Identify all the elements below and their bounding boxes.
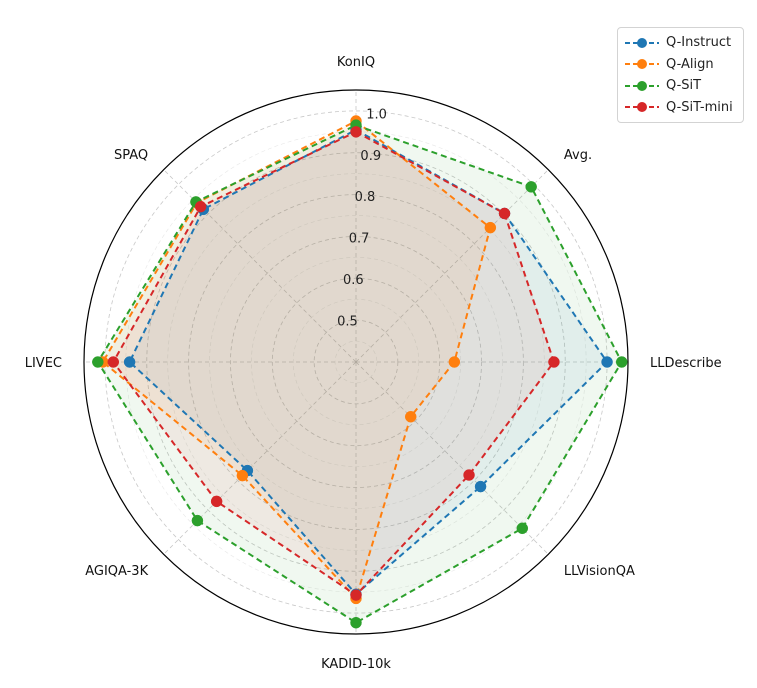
data-point <box>236 469 249 482</box>
grid-circle <box>188 194 524 530</box>
axis-label: SPAQ <box>114 148 148 163</box>
radial-tick-label: 0.8 <box>355 190 376 205</box>
axis-label-layer: 0.5 0.6 0.7 0.8 0.9 1.0 KonIQ Avg. LLDescribe LLV… <box>25 55 722 672</box>
data-point <box>107 356 120 368</box>
axis-label: Avg. <box>564 148 592 163</box>
axis-label: AGIQA-3K <box>85 564 148 579</box>
radial-tick-label: 0.6 <box>343 273 364 288</box>
data-point <box>516 522 529 535</box>
data-point <box>525 181 537 193</box>
data-point <box>123 356 136 368</box>
series-fill-3 <box>113 131 554 596</box>
legend-label: Q-SiT <box>666 78 702 94</box>
series-fill-layer <box>97 121 622 623</box>
series-point-layer <box>92 115 628 629</box>
data-point <box>615 356 628 368</box>
series-fill-0 <box>129 129 608 595</box>
grid-circle <box>230 236 482 488</box>
data-point <box>404 410 417 423</box>
legend-item: Q-Align <box>618 54 743 76</box>
legend-swatch <box>625 37 659 48</box>
radial-tick-label: 0.5 <box>337 315 358 330</box>
legend-label: Q-Instruct <box>666 35 732 51</box>
outer-frame <box>83 89 629 635</box>
grid-circle-minor <box>209 215 503 509</box>
spoke-line <box>355 169 549 363</box>
data-point <box>350 126 362 138</box>
data-point <box>548 356 560 368</box>
legend-label: Q-Align <box>666 56 714 72</box>
legend-swatch <box>625 80 659 91</box>
legend-item: Q-SiT-mini <box>618 97 743 119</box>
grid-circle-minor <box>167 173 545 551</box>
data-point <box>210 495 223 508</box>
axis-label: LLVisionQA <box>564 564 635 579</box>
data-point <box>191 514 204 527</box>
axis-label: KADID-10k <box>321 657 391 672</box>
series-fill-1 <box>102 121 491 599</box>
spoke-line <box>355 361 549 555</box>
grid-circle <box>313 319 399 405</box>
data-point <box>350 616 362 629</box>
grid-circle <box>271 277 441 447</box>
legend: Q-Instruct Q-Align Q-SiT Q-SiT-mini <box>617 27 744 123</box>
grid-circle-minor <box>251 257 461 467</box>
series-line-2 <box>96 124 623 624</box>
axis-label: KonIQ <box>337 55 375 70</box>
legend-swatch <box>625 59 659 70</box>
axis-label: LIVEC <box>25 356 62 371</box>
data-point <box>194 200 207 213</box>
series-fill-2 <box>97 125 622 623</box>
data-point <box>498 207 511 220</box>
grid-circle <box>146 152 566 572</box>
data-point <box>474 480 487 493</box>
radial-tick-label: 1.0 <box>366 107 387 122</box>
legend-swatch <box>625 102 659 113</box>
data-point <box>350 589 362 601</box>
axis-label: LLDescribe <box>650 356 722 371</box>
legend-item: Q-SiT <box>618 75 743 97</box>
data-point <box>484 221 497 234</box>
legend-label: Q-SiT-mini <box>666 99 733 115</box>
grid-circle-minor <box>334 340 378 384</box>
radial-tick-label: 0.7 <box>349 232 370 247</box>
data-point <box>92 356 104 368</box>
legend-item: Q-Instruct <box>618 32 743 54</box>
radial-tick-label: 0.9 <box>360 149 381 164</box>
data-point <box>463 469 475 481</box>
data-point <box>601 356 613 368</box>
data-point <box>448 356 461 368</box>
grid-circle-minor <box>292 298 420 426</box>
